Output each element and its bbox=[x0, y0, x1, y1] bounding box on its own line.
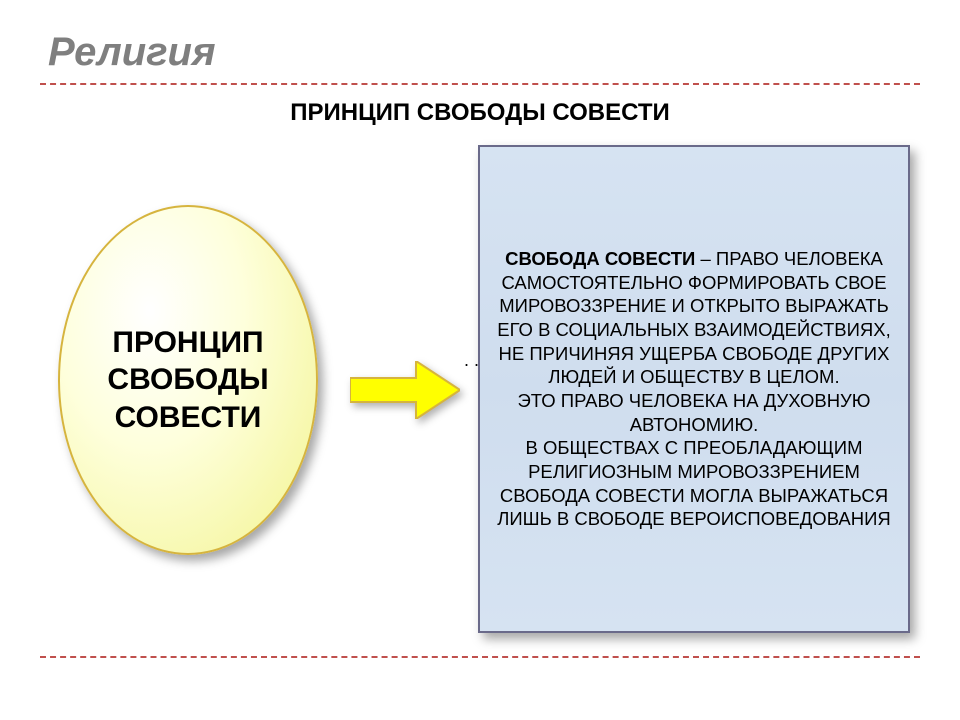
principle-ellipse: ПРОНЦИП СВОБОДЫ СОВЕСТИ bbox=[58, 205, 318, 555]
subtitle: ПРИНЦИП СВОБОДЫ СОВЕСТИ bbox=[40, 99, 920, 127]
page-title: Религия bbox=[48, 30, 920, 75]
definition-text: СВОБОДА СОВЕСТИ – ПРАВО ЧЕЛОВЕКА САМОСТО… bbox=[494, 247, 894, 531]
divider-top bbox=[40, 83, 920, 85]
ellipse-label: ПРОНЦИП СВОБОДЫ СОВЕСТИ bbox=[90, 324, 286, 437]
definition-body-3: В ОБЩЕСТВАХ С ПРЕОБЛАДАЮЩИМ РЕЛИГИОЗНЫМ … bbox=[497, 437, 891, 529]
decorative-dots: . . bbox=[464, 337, 479, 384]
definition-box: СВОБОДА СОВЕСТИ – ПРАВО ЧЕЛОВЕКА САМОСТО… bbox=[478, 145, 910, 633]
content-area: ПРОНЦИП СВОБОДЫ СОВЕСТИ . . СВОБОДА СОВЕ… bbox=[40, 145, 920, 635]
divider-bottom bbox=[40, 656, 920, 658]
definition-body-2: ЭТО ПРАВО ЧЕЛОВЕКА НА ДУХОВНУЮ АВТОНОМИЮ… bbox=[517, 390, 870, 435]
definition-lead: СВОБОДА СОВЕСТИ bbox=[505, 248, 695, 269]
ellipse-container: ПРОНЦИП СВОБОДЫ СОВЕСТИ bbox=[58, 205, 318, 555]
arrow-right-icon bbox=[350, 361, 460, 419]
slide: Религия ПРИНЦИП СВОБОДЫ СОВЕСТИ ПРОНЦИП … bbox=[0, 0, 960, 720]
